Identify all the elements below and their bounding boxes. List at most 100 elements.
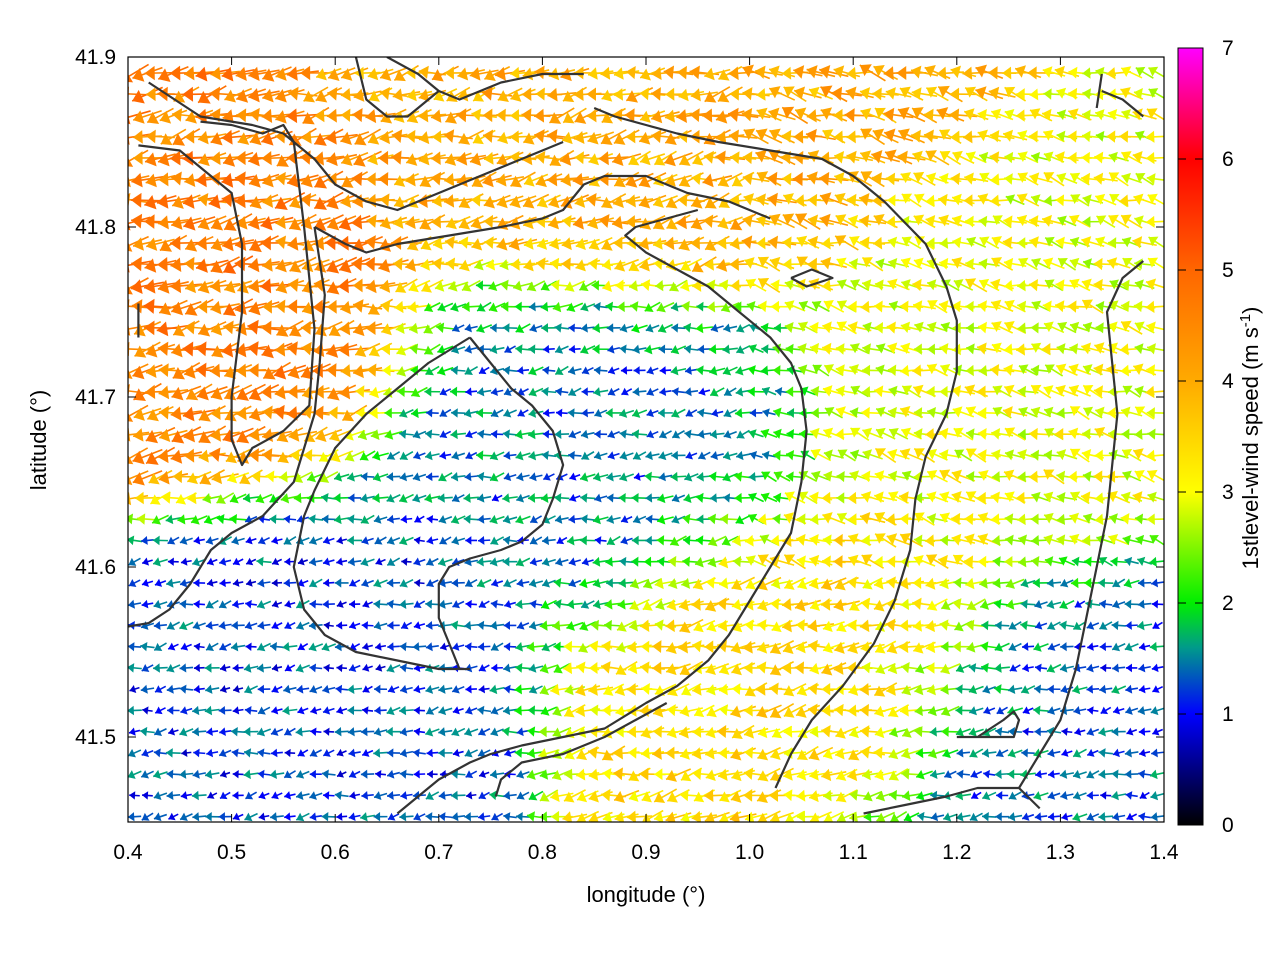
wind-arrow: [283, 770, 296, 779]
wind-arrow: [140, 770, 154, 779]
wind-arrow: [399, 642, 414, 652]
wind-arrow: [451, 727, 466, 737]
wind-arrow: [360, 727, 375, 737]
wind-arrow: [321, 811, 336, 822]
wind-arrow: [425, 812, 440, 822]
wind-arrow: [915, 747, 934, 759]
wind-arrow: [180, 791, 192, 800]
wind-arrow: [425, 727, 440, 737]
wind-arrow: [425, 684, 440, 694]
wind-arrow: [257, 620, 271, 630]
colorbar-tick-label: 7: [1222, 37, 1234, 60]
wind-arrow: [244, 621, 258, 630]
wind-arrow: [191, 790, 207, 801]
wind-arrow: [322, 706, 335, 715]
wind-arrow: [503, 620, 517, 630]
wind-arrow: [903, 812, 920, 822]
wind-arrow: [413, 621, 426, 630]
wind-arrow: [282, 641, 298, 652]
wind-arrow: [336, 706, 348, 715]
wind-arrow: [373, 812, 388, 822]
wind-arrow: [256, 727, 272, 737]
wind-arrow: [335, 684, 348, 694]
wind-arrow: [386, 706, 401, 716]
wind-arrow: [1111, 642, 1126, 652]
wind-arrow: [1100, 663, 1112, 673]
wind-arrow: [141, 812, 154, 821]
wind-arrow: [552, 620, 572, 632]
y-tick-label: 41.8: [75, 216, 116, 239]
wind-arrow: [1138, 748, 1151, 757]
wind-arrow: [386, 790, 401, 800]
wind-arrow: [205, 642, 219, 651]
wind-arrow: [477, 642, 491, 652]
wind-arrow: [942, 748, 959, 759]
wind-arrow: [180, 642, 192, 651]
wind-arrow: [1022, 663, 1034, 673]
wind-arrow: [243, 769, 259, 780]
wind-arrow: [192, 621, 206, 630]
wind-arrow: [204, 663, 220, 673]
wind-arrow: [362, 642, 373, 651]
wind-arrow: [503, 642, 517, 652]
wind-arrow: [528, 621, 543, 631]
wind-arrow: [336, 621, 348, 630]
x-tick-label: 0.4: [113, 841, 143, 864]
wind-arrow: [361, 748, 374, 757]
wind-arrow: [983, 706, 996, 715]
wind-arrow: [308, 642, 324, 652]
wind-arrow: [322, 748, 335, 757]
wind-arrow: [322, 791, 335, 800]
wind-arrow: [874, 726, 897, 739]
x-tick-label: 0.9: [631, 841, 660, 864]
wind-arrow: [399, 769, 414, 779]
wind-arrow: [399, 663, 414, 673]
x-tick-label: 0.5: [217, 841, 246, 864]
wind-arrow: [1150, 791, 1164, 801]
wind-arrow: [1087, 642, 1099, 651]
wind-arrow: [1047, 642, 1061, 651]
wind-arrow: [995, 749, 1009, 758]
wind-arrow: [360, 769, 375, 779]
wind-arrow: [1139, 791, 1150, 799]
wind-arrow: [1150, 812, 1164, 822]
wind-arrow: [128, 705, 142, 716]
wind-arrow: [425, 791, 440, 800]
wind-arrow: [889, 726, 908, 738]
wind-arrow: [1087, 706, 1099, 715]
wind-arrow: [503, 684, 517, 694]
wind-arrow: [334, 790, 349, 800]
wind-arrow: [1020, 685, 1036, 694]
wind-arrow: [579, 621, 597, 631]
wind-arrow: [993, 684, 1011, 695]
wind-arrow: [181, 748, 192, 757]
wind-arrow: [1086, 770, 1100, 779]
wind-arrow: [679, 618, 704, 634]
wind-arrow: [1021, 748, 1035, 758]
wind-arrow: [1138, 769, 1152, 779]
wind-arrow: [271, 663, 283, 672]
y-tick-label: 41.5: [75, 726, 116, 749]
wind-arrow: [244, 685, 258, 694]
wind-arrow: [1086, 727, 1100, 736]
wind-arrow: [451, 769, 466, 779]
wind-arrow: [373, 621, 388, 631]
wind-arrow: [386, 663, 401, 673]
wind-arrow: [1007, 812, 1023, 822]
wind-arrow: [887, 704, 910, 718]
wind-arrow: [179, 812, 193, 822]
wind-arrow: [413, 706, 425, 715]
wind-arrow: [399, 705, 414, 716]
wind-arrow: [336, 770, 347, 778]
wind-arrow: [956, 748, 971, 758]
wind-arrow: [192, 812, 207, 822]
wind-arrow: [665, 619, 692, 633]
wind-arrow: [1061, 727, 1073, 736]
wind-arrow: [321, 642, 336, 652]
wind-arrow: [1138, 663, 1151, 673]
wind-arrow: [1125, 791, 1138, 800]
wind-arrow: [128, 770, 142, 779]
wind-arrow: [1047, 791, 1061, 800]
wind-arrow: [386, 748, 401, 758]
wind-arrow: [284, 748, 296, 758]
